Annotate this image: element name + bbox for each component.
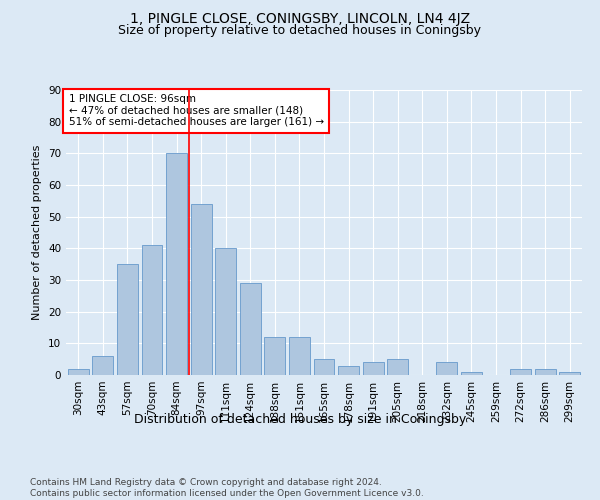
Bar [92, 356, 113, 375]
Bar [166, 154, 187, 375]
Bar [265, 337, 286, 375]
Bar [510, 368, 531, 375]
Bar [338, 366, 359, 375]
Bar [191, 204, 212, 375]
Text: Contains HM Land Registry data © Crown copyright and database right 2024.
Contai: Contains HM Land Registry data © Crown c… [30, 478, 424, 498]
Bar [142, 245, 163, 375]
Bar [436, 362, 457, 375]
Bar [362, 362, 383, 375]
Bar [314, 359, 334, 375]
Bar [535, 368, 556, 375]
Bar [117, 264, 138, 375]
Text: Distribution of detached houses by size in Coningsby: Distribution of detached houses by size … [134, 412, 466, 426]
Text: 1, PINGLE CLOSE, CONINGSBY, LINCOLN, LN4 4JZ: 1, PINGLE CLOSE, CONINGSBY, LINCOLN, LN4… [130, 12, 470, 26]
Y-axis label: Number of detached properties: Number of detached properties [32, 145, 43, 320]
Bar [215, 248, 236, 375]
Bar [559, 372, 580, 375]
Bar [461, 372, 482, 375]
Bar [68, 368, 89, 375]
Bar [387, 359, 408, 375]
Bar [289, 337, 310, 375]
Bar [240, 283, 261, 375]
Text: 1 PINGLE CLOSE: 96sqm
← 47% of detached houses are smaller (148)
51% of semi-det: 1 PINGLE CLOSE: 96sqm ← 47% of detached … [68, 94, 324, 128]
Text: Size of property relative to detached houses in Coningsby: Size of property relative to detached ho… [119, 24, 482, 37]
